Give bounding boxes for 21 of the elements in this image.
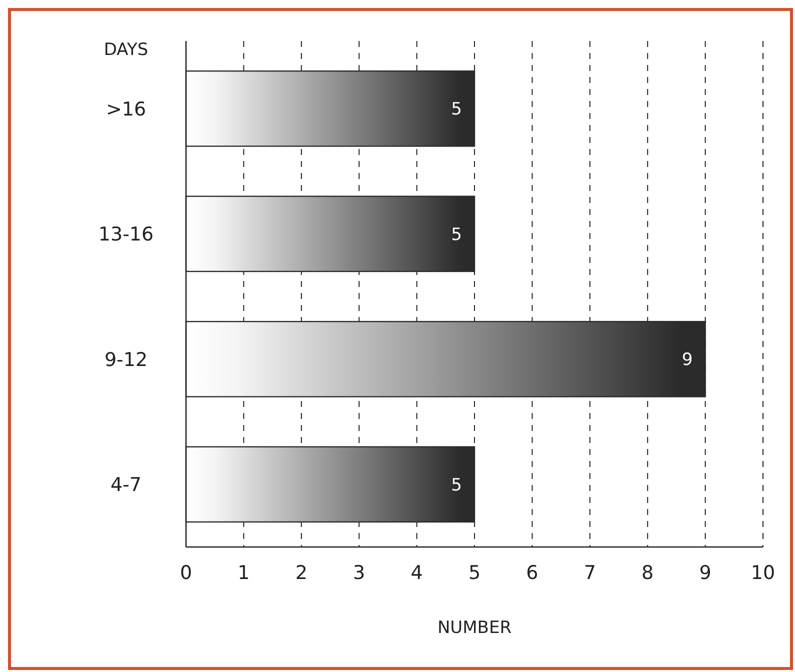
x-tick-label: 7 (584, 562, 596, 584)
y-tick-label: 9-12 (104, 348, 148, 371)
x-tick-label: 1 (238, 562, 250, 584)
data-label: 5 (451, 224, 462, 245)
x-tick-label: 10 (750, 562, 776, 584)
data-label: 5 (451, 475, 462, 496)
data-label: 9 (682, 350, 693, 370)
x-tick-label: 6 (526, 562, 538, 584)
y-axis-title: DAYS (104, 40, 148, 60)
y-tick-label: >16 (106, 98, 146, 120)
x-tick-label: 5 (468, 562, 481, 584)
y-tick-label: 4-7 (110, 474, 142, 496)
x-tick-label: 9 (699, 562, 712, 584)
x-tick-label: 2 (295, 562, 308, 584)
x-tick-label: 3 (353, 562, 366, 584)
data-label: 5 (451, 100, 462, 120)
x-axis-title: NUMBER (437, 618, 512, 638)
x-tick-label: 4 (410, 562, 423, 584)
x-tick-label: 0 (180, 562, 192, 584)
y-tick-label: 13-16 (98, 224, 154, 246)
x-tick-label: 8 (642, 562, 654, 584)
